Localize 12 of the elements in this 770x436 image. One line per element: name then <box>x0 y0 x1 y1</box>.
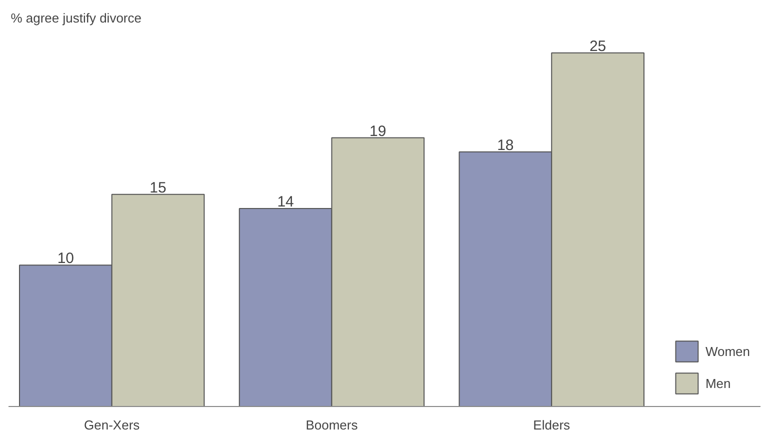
data-label: 14 <box>277 194 294 210</box>
legend-label: Men <box>705 376 731 390</box>
x-tick-label: Gen-Xers <box>84 418 140 432</box>
x-tick-label: Elders <box>533 418 571 432</box>
data-label: 15 <box>150 179 166 196</box>
x-tick-label: Boomers <box>306 418 358 432</box>
data-label: 10 <box>57 250 74 268</box>
legend-label: Women <box>705 344 750 358</box>
data-label: 19 <box>370 122 386 140</box>
data-label: 18 <box>497 136 514 154</box>
data-label: 25 <box>589 38 606 55</box>
y-axis-title: % agree justify divorce <box>10 10 142 26</box>
